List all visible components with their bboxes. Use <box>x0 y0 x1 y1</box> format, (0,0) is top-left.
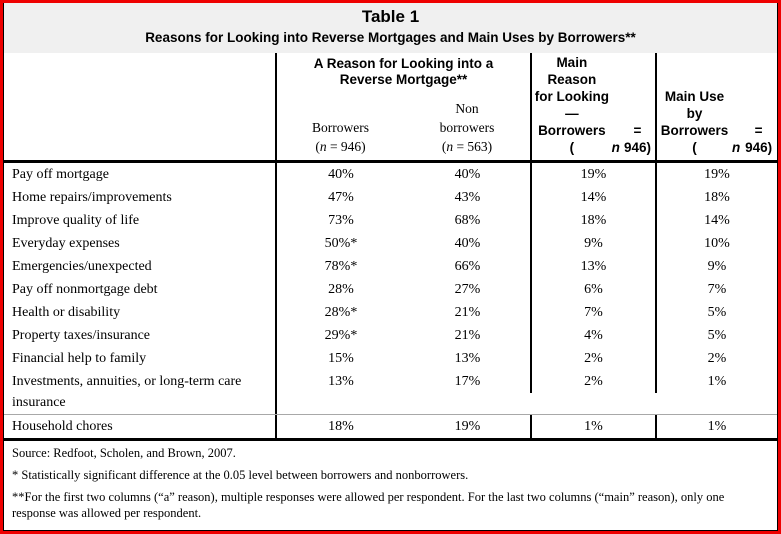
value-borrowers: 18% <box>328 419 354 434</box>
row-label: Emergencies/unexpected <box>4 255 277 278</box>
row-label: Everyday expenses <box>4 232 277 255</box>
value-main-use: 5% <box>707 305 727 320</box>
value-main-reason: 19% <box>532 163 657 186</box>
row-label: Health or disability <box>4 301 277 324</box>
table-footnotes: Source: Redfoot, Scholen, and Brown, 200… <box>4 441 777 530</box>
row-label: Investments, annuities, or long-term car… <box>4 370 277 414</box>
header-borrowers: Borrowers (n = 946) <box>312 120 369 154</box>
value-main-use: 18% <box>704 190 730 205</box>
value-nonborrowers: 21% <box>405 301 532 324</box>
value-borrowers: 50%* <box>324 236 358 251</box>
value-borrowers: 73% <box>328 213 354 228</box>
header-label-column <box>4 53 277 160</box>
value-nonborrowers: 43% <box>405 186 532 209</box>
value-main-use: 1% <box>707 374 727 389</box>
header-main-reason: Main Reason for Looking— Borrowers (n = … <box>532 53 657 160</box>
table-body: Pay off mortgage 40% 40% 19% 19% Home re… <box>4 163 777 441</box>
value-main-reason: 13% <box>532 255 657 278</box>
table-row: Pay off mortgage 40% 40% 19% 19% <box>4 163 777 186</box>
value-main-use: 14% <box>704 213 730 228</box>
table-row: Financial help to family 15% 13% 2% 2% <box>4 347 777 370</box>
row-label: Pay off nonmortgage debt <box>4 278 277 301</box>
value-borrowers: 28%* <box>324 305 358 320</box>
value-borrowers: 15% <box>328 351 354 366</box>
table-header: A Reason for Looking into a Reverse Mort… <box>4 53 777 163</box>
value-main-reason: 14% <box>532 186 657 209</box>
value-nonborrowers: 40% <box>405 232 532 255</box>
value-nonborrowers: 66% <box>405 255 532 278</box>
value-nonborrowers: 40% <box>405 163 532 186</box>
value-main-reason: 1% <box>532 415 657 438</box>
table-row: Emergencies/unexpected 78%* 66% 13% 9% <box>4 255 777 278</box>
table-row: Home repairs/improvements 47% 43% 14% 18… <box>4 186 777 209</box>
table-row: Pay off nonmortgage debt 28% 27% 6% 7% <box>4 278 777 301</box>
table1-inner: Table 1 Reasons for Looking into Reverse… <box>3 3 778 531</box>
value-nonborrowers: 13% <box>405 347 532 370</box>
value-main-reason: 2% <box>532 370 657 393</box>
row-label: Home repairs/improvements <box>4 186 277 209</box>
value-main-reason: 2% <box>532 347 657 370</box>
value-borrowers: 47% <box>328 190 354 205</box>
value-main-use: 7% <box>707 282 727 297</box>
value-borrowers: 78%* <box>324 259 358 274</box>
value-main-use: 9% <box>707 259 727 274</box>
value-main-use: 1% <box>707 419 727 434</box>
row-label: Financial help to family <box>4 347 277 370</box>
row-label: Property taxes/insurance <box>4 324 277 347</box>
table-row: Improve quality of life 73% 68% 18% 14% <box>4 209 777 232</box>
row-label: Improve quality of life <box>4 209 277 232</box>
row-label: Pay off mortgage <box>4 163 277 186</box>
table-row: Everyday expenses 50%* 40% 9% 10% <box>4 232 777 255</box>
columns-note: **For the first two columns (“a” reason)… <box>12 490 725 520</box>
value-borrowers: 29%* <box>324 328 358 343</box>
value-main-use: 19% <box>704 167 730 182</box>
table-title: Table 1 <box>361 7 420 26</box>
table-subtitle: Reasons for Looking into Reverse Mortgag… <box>145 30 636 45</box>
header-reason-group: A Reason for Looking into a Reverse Mort… <box>277 53 532 160</box>
value-main-reason: 6% <box>532 278 657 301</box>
table-row: Investments, annuities, or long-term car… <box>4 370 777 414</box>
header-reason-subcolumns: Borrowers (n = 946) Non borrowers (n = 5… <box>277 88 530 160</box>
value-nonborrowers: 68% <box>405 209 532 232</box>
value-main-use: 5% <box>707 328 727 343</box>
value-nonborrowers: 27% <box>405 278 532 301</box>
value-borrowers: 40% <box>328 167 354 182</box>
row-label: Household chores <box>4 415 277 438</box>
value-main-reason: 18% <box>532 209 657 232</box>
value-nonborrowers: 21% <box>405 324 532 347</box>
value-nonborrowers: 17% <box>405 370 532 393</box>
value-main-reason: 4% <box>532 324 657 347</box>
header-reason-group-title: A Reason for Looking into a Reverse Mort… <box>313 56 494 87</box>
table-row: Health or disability 28%* 21% 7% 5% <box>4 301 777 324</box>
header-nonborrowers: Non borrowers (n = 563) <box>439 101 495 154</box>
value-main-use: 2% <box>707 351 727 366</box>
header-main-use: Main Use by Borrowers (n = 946) <box>660 89 773 155</box>
value-main-reason: 7% <box>532 301 657 324</box>
value-borrowers: 13% <box>328 374 354 389</box>
table-row: Household chores 18% 19% 1% 1% <box>4 414 777 438</box>
value-borrowers: 28% <box>328 282 354 297</box>
value-main-use: 10% <box>704 236 730 251</box>
table-row: Property taxes/insurance 29%* 21% 4% 5% <box>4 324 777 347</box>
table-title-band: Table 1 Reasons for Looking into Reverse… <box>4 3 777 53</box>
source-note: Source: Redfoot, Scholen, and Brown, 200… <box>12 446 236 460</box>
value-nonborrowers: 19% <box>405 415 532 438</box>
value-main-reason: 9% <box>532 232 657 255</box>
significance-note: * Statistically significant difference a… <box>12 468 469 482</box>
